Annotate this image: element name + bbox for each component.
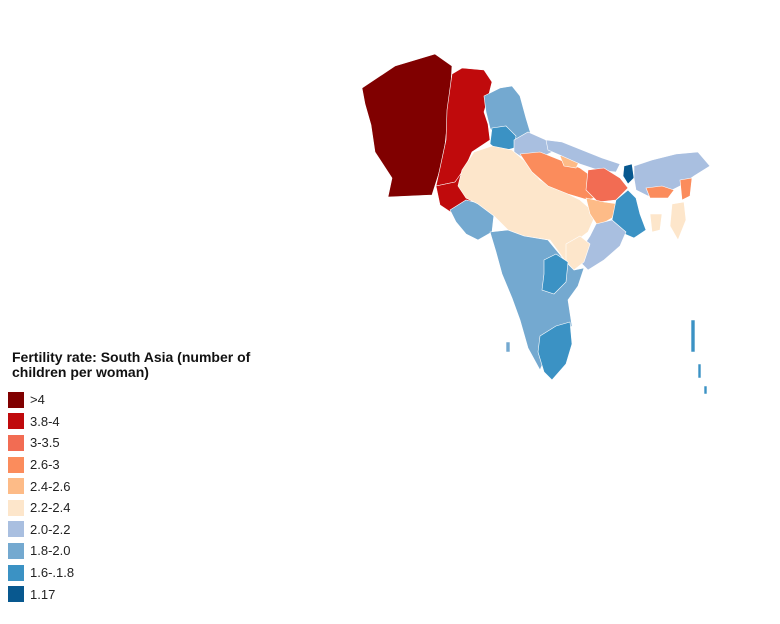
region-nepal: [545, 139, 621, 173]
legend-swatch: [8, 434, 24, 451]
legend-label: 3.8-4: [30, 413, 60, 429]
region-bihar: [585, 167, 629, 203]
legend-item: 1.8-2.0: [8, 540, 298, 562]
region-telangana: [541, 253, 569, 295]
legend-label: 2.4-2.6: [30, 478, 71, 494]
legend-title: Fertility rate: South Asia (number of ch…: [12, 349, 251, 380]
region-mizoram-tripura: [649, 201, 687, 241]
legend-item: 2.6-3: [8, 454, 298, 476]
legend-label: 2.6-3: [30, 457, 60, 473]
legend-label: 3-3.5: [30, 435, 60, 451]
region-jharkhand: [585, 197, 619, 227]
map-legend: Fertility rate: South Asia (number of ch…: [8, 350, 298, 605]
legend-swatch: [8, 586, 24, 603]
legend-item: 2.2-2.4: [8, 497, 298, 519]
legend-swatch: [8, 456, 24, 473]
region-tamil-nadu: [537, 321, 573, 381]
legend-item: 1.17: [8, 583, 298, 605]
region-afghanistan: [361, 53, 453, 198]
legend-label: 1.6-.1.8: [30, 565, 75, 581]
legend-item: 3-3.5: [8, 432, 298, 454]
legend-item: 2.4-2.6: [8, 475, 298, 497]
legend-swatch: [8, 521, 24, 538]
region-sri-lanka: [505, 341, 511, 353]
legend-item: 2.0-2.2: [8, 519, 298, 541]
legend-item: 1.6-.1.8: [8, 562, 298, 584]
legend-label: 2.2-2.4: [30, 500, 71, 516]
legend-swatch: [8, 478, 24, 495]
legend-items: >4 3.8-4 3-3.5 2.6-3 2.4-2.6 2.2-2.4 2.0-2.2 1.…: [8, 389, 298, 605]
region-pakistan-north: [435, 67, 493, 187]
region-andaman-islands: [690, 319, 708, 395]
legend-label: 2.0-2.2: [30, 521, 71, 537]
legend-swatch: [8, 413, 24, 430]
legend-swatch: [8, 391, 24, 408]
legend-label: 1.8-2.0: [30, 543, 71, 559]
legend-swatch: [8, 564, 24, 581]
region-meghalaya: [645, 177, 693, 201]
legend-swatch: [8, 499, 24, 516]
legend-label: >4: [30, 392, 45, 408]
region-bhutan-sikkim: [622, 163, 635, 185]
legend-swatch: [8, 542, 24, 559]
legend-item: >4: [8, 389, 298, 411]
legend-label: 1.17: [30, 586, 56, 602]
legend-item: 3.8-4: [8, 411, 298, 433]
